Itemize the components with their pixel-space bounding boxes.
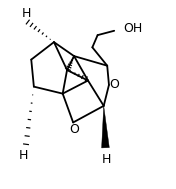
Text: OH: OH	[123, 22, 142, 35]
Polygon shape	[102, 106, 109, 148]
Text: O: O	[109, 77, 119, 91]
Text: O: O	[69, 123, 79, 136]
Text: H: H	[102, 153, 111, 166]
Text: H: H	[22, 7, 32, 20]
Text: H: H	[19, 149, 28, 162]
